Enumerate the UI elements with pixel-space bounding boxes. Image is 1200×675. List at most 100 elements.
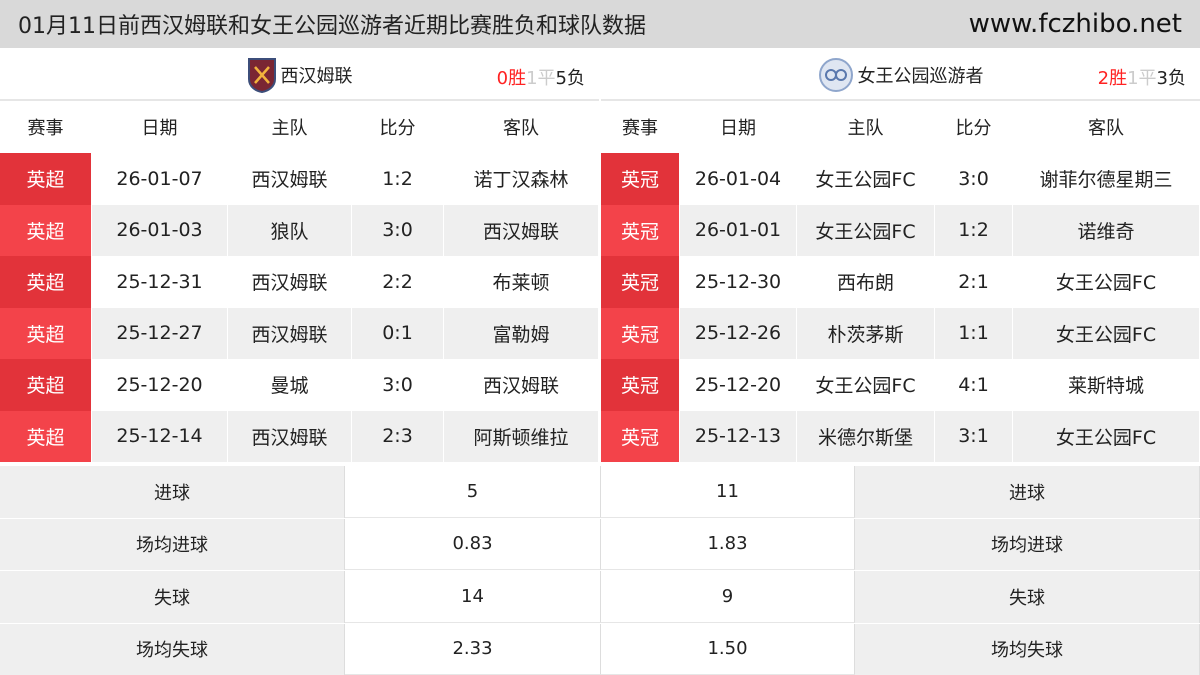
column-header-away-team: 客队 (1013, 101, 1200, 153)
stats-row: 进球 5 11 进球 (0, 465, 1200, 518)
score-cell: 2:2 (352, 256, 444, 308)
team-name[interactable]: 女王公园巡游者 (857, 65, 984, 87)
page-title: 01月11日前西汉姆联和女王公园巡游者近期比赛胜负和球队数据 (18, 14, 646, 39)
date-cell: 26-01-04 (680, 153, 797, 205)
competition-cell: 英超 (0, 153, 92, 205)
column-header-competition: 赛事 (0, 101, 92, 153)
away-team-cell[interactable]: 阿斯顿维拉 (444, 410, 599, 462)
match-row: 英冠 26-01-01 女王公园FC 1:2 诺维奇 (601, 204, 1200, 256)
away-team-cell[interactable]: 西汉姆联 (444, 204, 599, 256)
competition-cell: 英超 (0, 204, 92, 256)
home-team-cell[interactable]: 曼城 (228, 359, 352, 411)
competition-cell: 英冠 (601, 307, 680, 359)
home-team-cell[interactable]: 西汉姆联 (228, 256, 352, 308)
score-cell: 4:1 (935, 359, 1013, 411)
competition-cell: 英超 (0, 359, 92, 411)
stat-label: 进球 (0, 466, 345, 518)
home-team-cell[interactable]: 西布朗 (797, 256, 935, 308)
match-row: 英超 25-12-27 西汉姆联 0:1 富勒姆 (0, 307, 599, 359)
date-cell: 25-12-27 (92, 307, 228, 359)
date-cell: 25-12-20 (680, 359, 797, 411)
away-team-cell[interactable]: 女王公园FC (1013, 410, 1200, 462)
competition-cell: 英冠 (601, 410, 680, 462)
score-cell: 3:0 (935, 153, 1013, 205)
stats-table: 进球 5 11 进球 场均进球 0.83 1.83 场均进球 失球 14 9 失… (0, 465, 1200, 675)
right-stat-value: 1.83 (601, 518, 855, 570)
stats-row: 场均进球 0.83 1.83 场均进球 (0, 517, 1200, 570)
column-header-score: 比分 (935, 101, 1013, 153)
stat-label: 场均失球 (0, 623, 345, 675)
date-cell: 25-12-14 (92, 410, 228, 462)
stat-label: 进球 (855, 466, 1200, 518)
away-team-cell[interactable]: 莱斯特城 (1013, 359, 1200, 411)
competition-cell: 英冠 (601, 256, 680, 308)
match-row: 英超 25-12-14 西汉姆联 2:3 阿斯顿维拉 (0, 410, 599, 462)
date-cell: 25-12-26 (680, 307, 797, 359)
right-team-panel: 女王公园巡游者 2胜1平3负 赛事 日期 主队 比分 客队 英冠 26-01-04 女王公园F… (601, 50, 1200, 462)
date-cell: 25-12-30 (680, 256, 797, 308)
match-row: 英冠 25-12-13 米德尔斯堡 3:1 女王公园FC (601, 410, 1200, 462)
competition-cell: 英冠 (601, 153, 680, 205)
away-team-cell[interactable]: 女王公园FC (1013, 307, 1200, 359)
column-header-home-team: 主队 (797, 101, 935, 153)
site-url[interactable]: www.fczhibo.net (968, 9, 1182, 39)
score-cell: 3:0 (352, 204, 444, 256)
title-bar: 01月11日前西汉姆联和女王公园巡游者近期比赛胜负和球队数据 www.fczhi… (0, 0, 1200, 48)
away-team-cell[interactable]: 女王公园FC (1013, 256, 1200, 308)
competition-cell: 英冠 (601, 359, 680, 411)
left-team-panel: 西汉姆联 0胜1平5负 赛事 日期 主队 比分 客队 英超 26-01-07 西汉姆联 1:2 诺… (0, 50, 599, 462)
away-team-cell[interactable]: 谢菲尔德星期三 (1013, 153, 1200, 205)
date-cell: 25-12-31 (92, 256, 228, 308)
column-header-date: 日期 (680, 101, 797, 153)
date-cell: 26-01-07 (92, 153, 228, 205)
date-cell: 25-12-13 (680, 410, 797, 462)
home-team-cell[interactable]: 女王公园FC (797, 153, 935, 205)
away-team-cell[interactable]: 富勒姆 (444, 307, 599, 359)
date-cell: 26-01-01 (680, 204, 797, 256)
left-stat-value: 0.83 (345, 518, 601, 570)
away-team-cell[interactable]: 诺丁汉森林 (444, 153, 599, 205)
stats-row: 失球 14 9 失球 (0, 570, 1200, 623)
home-team-cell[interactable]: 西汉姆联 (228, 153, 352, 205)
score-cell: 3:0 (352, 359, 444, 411)
competition-cell: 英超 (0, 256, 92, 308)
date-cell: 25-12-20 (92, 359, 228, 411)
column-header-score: 比分 (352, 101, 444, 153)
left-stat-value: 14 (345, 571, 601, 623)
stat-label: 场均进球 (855, 518, 1200, 570)
home-team-cell[interactable]: 西汉姆联 (228, 307, 352, 359)
away-team-cell[interactable]: 诺维奇 (1013, 204, 1200, 256)
column-header-row: 赛事 日期 主队 比分 客队 (601, 101, 1200, 153)
right-stat-value: 1.50 (601, 623, 855, 675)
match-row: 英冠 25-12-20 女王公园FC 4:1 莱斯特城 (601, 359, 1200, 411)
team-header: 西汉姆联 0胜1平5负 (0, 50, 599, 101)
home-team-cell[interactable]: 女王公园FC (797, 359, 935, 411)
competition-cell: 英超 (0, 307, 92, 359)
match-row: 英冠 25-12-30 西布朗 2:1 女王公园FC (601, 256, 1200, 308)
home-team-cell[interactable]: 西汉姆联 (228, 410, 352, 462)
match-row: 英冠 25-12-26 朴茨茅斯 1:1 女王公园FC (601, 307, 1200, 359)
qpr-crest-icon (818, 57, 853, 92)
stats-row: 场均失球 2.33 1.50 场均失球 (0, 622, 1200, 675)
home-team-cell[interactable]: 朴茨茅斯 (797, 307, 935, 359)
team-name[interactable]: 西汉姆联 (280, 65, 353, 87)
right-stat-value: 11 (601, 466, 855, 518)
left-stat-value: 2.33 (345, 623, 601, 675)
stat-label: 失球 (855, 571, 1200, 623)
stat-label: 场均进球 (0, 518, 345, 570)
score-cell: 3:1 (935, 410, 1013, 462)
column-header-home-team: 主队 (228, 101, 352, 153)
score-cell: 1:2 (935, 204, 1013, 256)
right-stat-value: 9 (601, 571, 855, 623)
home-team-cell[interactable]: 女王公园FC (797, 204, 935, 256)
competition-cell: 英超 (0, 410, 92, 462)
away-team-cell[interactable]: 布莱顿 (444, 256, 599, 308)
score-cell: 2:1 (935, 256, 1013, 308)
column-header-away-team: 客队 (444, 101, 599, 153)
column-header-date: 日期 (92, 101, 228, 153)
home-team-cell[interactable]: 米德尔斯堡 (797, 410, 935, 462)
left-stat-value: 5 (345, 466, 601, 518)
away-team-cell[interactable]: 西汉姆联 (444, 359, 599, 411)
home-team-cell[interactable]: 狼队 (228, 204, 352, 256)
match-row: 英超 25-12-20 曼城 3:0 西汉姆联 (0, 359, 599, 411)
